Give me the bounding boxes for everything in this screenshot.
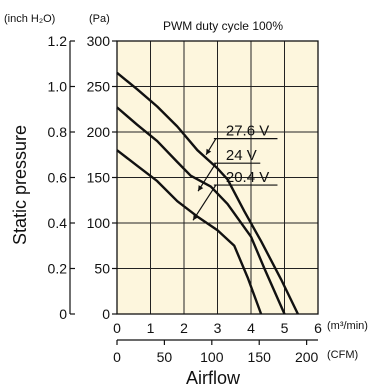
series-labels: 27.6 V 24 V 20.4 V <box>192 123 278 221</box>
series-label-arrowhead-1 <box>206 148 212 155</box>
series-label-arrowhead-3 <box>193 214 199 221</box>
pa-tick-label-3: 150 <box>87 170 111 186</box>
m3-tick-label-1: 1 <box>147 320 155 336</box>
y-units-inch: (inch H₂O) <box>4 13 55 25</box>
series-line-1 <box>116 71 299 315</box>
inch-tick-label-4: 0.8 <box>48 124 68 140</box>
pa-tick-label-4: 200 <box>87 124 111 140</box>
inch-tick-label-3: 0.6 <box>48 170 68 186</box>
inch-tick-label-0: 0 <box>59 306 67 322</box>
inch-tick-label-1: 0.2 <box>48 261 68 277</box>
series-label-2: 24 V <box>226 147 257 164</box>
pa-tick-label-5: 250 <box>87 79 111 95</box>
x-axis-label: Airflow <box>186 368 241 388</box>
cfm-tick-label-3: 150 <box>248 349 272 365</box>
series-label-arrowhead-2 <box>198 185 204 192</box>
m3-tick-label-5: 5 <box>281 320 289 336</box>
inch-tick-label-6: 1.2 <box>48 33 68 49</box>
inch-tick-label-2: 0.4 <box>48 215 68 231</box>
cfm-tick-label-4: 200 <box>295 349 319 365</box>
series-label-pointer-3 <box>192 184 217 221</box>
series-line-2 <box>116 106 286 315</box>
series-label-3: 20.4 V <box>226 169 269 186</box>
y-units-pa: (Pa) <box>89 13 110 25</box>
pa-tick-label-6: 300 <box>87 33 111 49</box>
x-units-m3: (m³/min) <box>327 320 368 332</box>
m3-tick-label-3: 3 <box>214 320 222 336</box>
m3-tick-label-6: 6 <box>314 320 322 336</box>
grid <box>116 40 319 315</box>
series-label-1: 27.6 V <box>226 123 269 140</box>
m3-tick-label-2: 2 <box>180 320 188 336</box>
chart-title: PWM duty cycle 100% <box>163 19 283 33</box>
pa-tick-label-2: 100 <box>87 215 111 231</box>
inch-tick-label-5: 1.0 <box>48 79 68 95</box>
x-units-cfm: (CFM) <box>327 349 358 361</box>
cfm-tick-label-2: 100 <box>200 349 224 365</box>
cfm-tick-label-0: 0 <box>113 349 121 365</box>
m3-tick-label-4: 4 <box>247 320 255 336</box>
m3-tick-label-0: 0 <box>113 320 121 336</box>
pa-tick-label-0: 0 <box>102 306 110 322</box>
pa-tick-label-1: 50 <box>94 261 110 277</box>
series-label-pointer-2 <box>197 162 217 192</box>
series-lines <box>116 71 299 315</box>
y-axis-label: Static pressure <box>10 125 30 245</box>
cfm-tick-label-1: 50 <box>157 349 173 365</box>
series-line-3 <box>116 149 263 315</box>
